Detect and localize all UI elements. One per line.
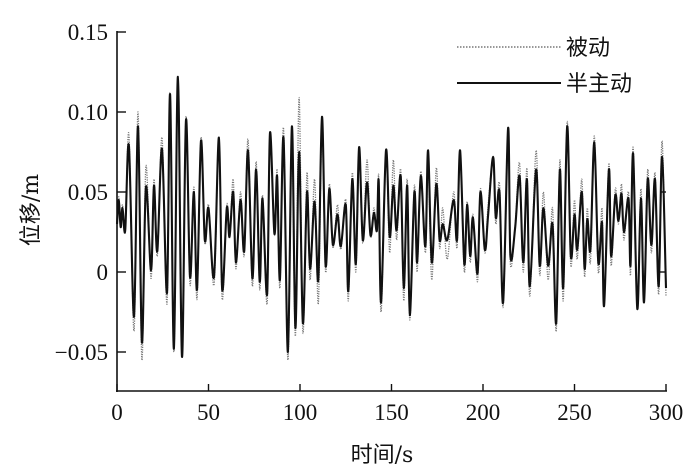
y-tick-label: 0.05: [68, 180, 108, 205]
legend: 被动 半主动: [457, 36, 632, 97]
x-tick-label: 50: [197, 400, 220, 425]
y-tick-label: 0: [97, 260, 109, 285]
ticks-layer: 0 50 100 150 200 250 300 −0.05 0 0.05 0.10 0.15: [55, 20, 683, 425]
x-tick-label: 100: [283, 400, 318, 425]
y-tick-label: −0.05: [55, 340, 108, 365]
x-tick-label: 300: [649, 400, 684, 425]
y-axis-title: 位移/m: [19, 174, 44, 246]
series-layer: [115, 75, 668, 361]
legend-label-semi-active: 半主动: [566, 72, 632, 97]
y-tick-label: 0.10: [68, 100, 108, 125]
x-tick-label: 150: [374, 400, 409, 425]
x-tick-label: 200: [466, 400, 501, 425]
x-axis-title: 时间/s: [351, 443, 414, 468]
x-tick-label: 250: [557, 400, 592, 425]
legend-label-passive: 被动: [566, 36, 610, 61]
series-line-semi-active: [115, 75, 668, 358]
x-tick-label: 0: [111, 400, 123, 425]
y-tick-label: 0.15: [68, 20, 108, 45]
series-line-passive: [116, 79, 667, 361]
